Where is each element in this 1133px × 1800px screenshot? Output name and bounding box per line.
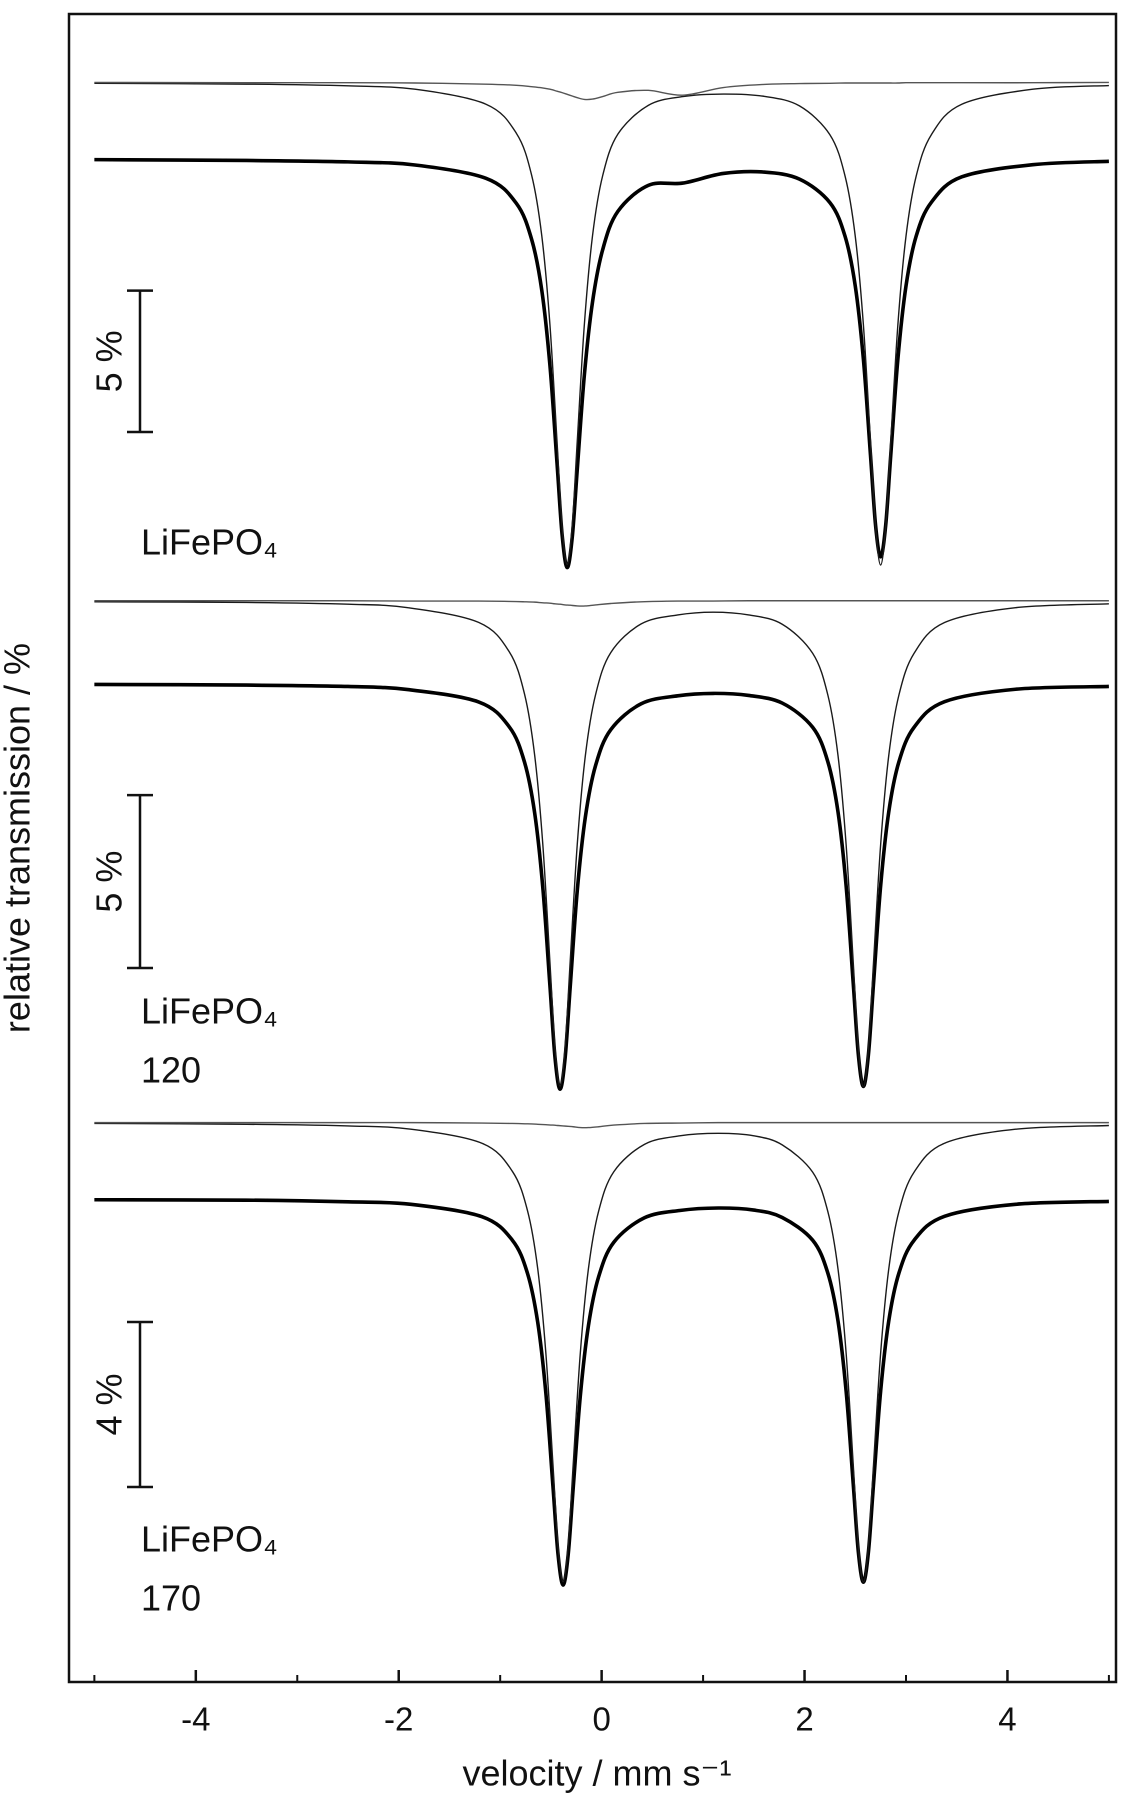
x-tick-label: -4 <box>181 1701 210 1738</box>
sample-label: LiFePO₄ <box>141 991 278 1032</box>
scale-bar-label: 5 % <box>89 851 130 913</box>
y-axis-label: relative transmission / % <box>0 643 38 1033</box>
spectrum-line <box>94 682 1109 1092</box>
spectrum-line <box>94 601 1109 1088</box>
spectrum-line <box>94 82 1109 566</box>
plot-frame <box>67 12 1118 1684</box>
sample-label: 120 <box>141 1050 201 1091</box>
spectrum-line <box>94 1122 1109 1583</box>
spectrum-line <box>94 81 1109 101</box>
scale-bar-label: 5 % <box>89 330 130 392</box>
x-tick-label: 0 <box>592 1701 610 1738</box>
sample-label: LiFePO₄ <box>141 522 278 563</box>
scale-bar-label: 4 % <box>89 1373 130 1435</box>
spectrum-line <box>94 1197 1109 1587</box>
x-axis-label: velocity / mm s⁻¹ <box>462 1753 731 1794</box>
x-tick-label: 2 <box>795 1701 813 1738</box>
x-tick-label: -2 <box>384 1701 413 1738</box>
spectrum-line <box>94 600 1109 607</box>
spectrum-line <box>94 157 1109 570</box>
sample-label: 170 <box>141 1578 201 1619</box>
spectrum-line <box>94 1121 1109 1129</box>
sample-label: LiFePO₄ <box>141 1519 278 1560</box>
x-tick-label: 4 <box>998 1701 1016 1738</box>
